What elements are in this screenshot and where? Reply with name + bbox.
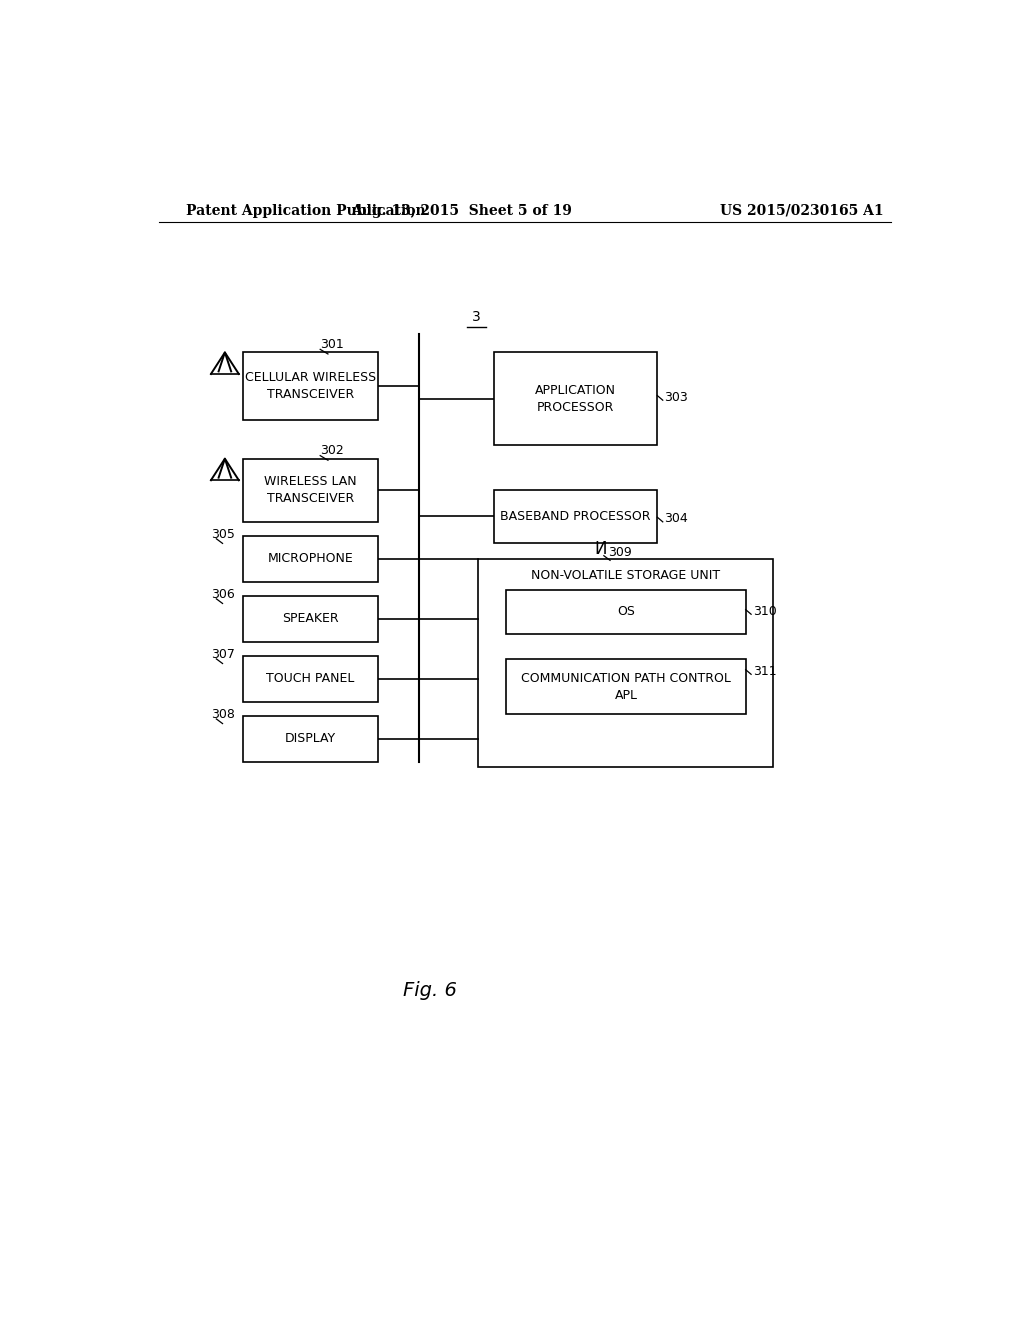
- Text: Ͷ: Ͷ: [595, 540, 607, 558]
- Text: TOUCH PANEL: TOUCH PANEL: [266, 672, 354, 685]
- Text: 302: 302: [321, 445, 344, 458]
- Text: SPEAKER: SPEAKER: [283, 612, 339, 626]
- Text: COMMUNICATION PATH CONTROL
APL: COMMUNICATION PATH CONTROL APL: [521, 672, 731, 702]
- Text: BASEBAND PROCESSOR: BASEBAND PROCESSOR: [500, 510, 650, 523]
- Bar: [243, 459, 378, 521]
- Text: 301: 301: [321, 338, 344, 351]
- Text: WIRELESS LAN
TRANSCEIVER: WIRELESS LAN TRANSCEIVER: [264, 475, 356, 506]
- Text: 309: 309: [608, 546, 632, 560]
- Bar: [494, 490, 656, 544]
- Bar: [494, 352, 656, 445]
- Text: MICROPHONE: MICROPHONE: [267, 552, 353, 565]
- Text: DISPLAY: DISPLAY: [285, 733, 336, 746]
- Text: OS: OS: [617, 606, 635, 619]
- Text: 3: 3: [472, 310, 481, 323]
- Bar: [243, 595, 378, 642]
- Text: 311: 311: [753, 665, 776, 677]
- Bar: [243, 656, 378, 702]
- Text: 308: 308: [211, 708, 234, 721]
- Text: 310: 310: [753, 605, 776, 618]
- Bar: [478, 558, 773, 767]
- Text: 306: 306: [211, 587, 234, 601]
- Text: Fig. 6: Fig. 6: [403, 981, 457, 999]
- Text: Patent Application Publication: Patent Application Publication: [186, 203, 426, 218]
- Text: US 2015/0230165 A1: US 2015/0230165 A1: [721, 203, 884, 218]
- Text: 303: 303: [665, 391, 688, 404]
- Text: 304: 304: [665, 512, 688, 525]
- Bar: [243, 536, 378, 582]
- Bar: [506, 659, 746, 714]
- Text: APPLICATION
PROCESSOR: APPLICATION PROCESSOR: [535, 384, 615, 413]
- Bar: [243, 352, 378, 420]
- Text: Aug. 13, 2015  Sheet 5 of 19: Aug. 13, 2015 Sheet 5 of 19: [351, 203, 571, 218]
- Text: CELLULAR WIRELESS
TRANSCEIVER: CELLULAR WIRELESS TRANSCEIVER: [245, 371, 376, 401]
- Text: 305: 305: [211, 528, 234, 541]
- Bar: [243, 715, 378, 762]
- Bar: [506, 590, 746, 635]
- Text: NON-VOLATILE STORAGE UNIT: NON-VOLATILE STORAGE UNIT: [531, 569, 720, 582]
- Text: 307: 307: [211, 648, 234, 661]
